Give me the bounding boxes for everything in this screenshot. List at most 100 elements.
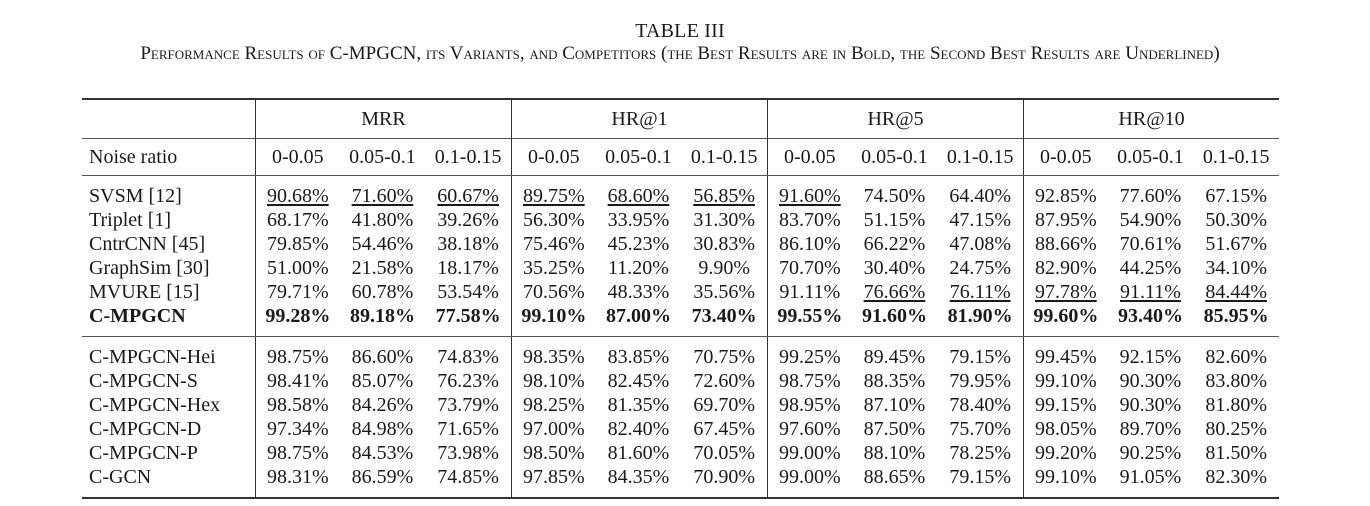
metric-value: 79.71% [266, 281, 329, 303]
metric-value-cell: 88.35% [852, 369, 938, 393]
metric-value: 82.60% [1205, 346, 1267, 368]
metric-value: 88.65% [863, 466, 926, 488]
metric-value-cell: 78.25% [937, 441, 1023, 465]
metric-value-cell: 99.25% [767, 336, 852, 369]
metric-value: 82.45% [607, 370, 670, 392]
metric-value: 83.85% [607, 346, 670, 368]
noise-ratio-label: Noise ratio [82, 138, 256, 176]
group-header-mrr: MRR [254, 99, 512, 139]
metric-value-cell: 67.15% [1193, 176, 1279, 209]
metric-value-cell: 84.53% [340, 441, 426, 465]
noise-ratio-header: 0.05-0.1 [339, 138, 426, 176]
metric-value: 89.70% [1119, 418, 1182, 440]
metric-value: 97.60% [779, 418, 841, 440]
metric-value-cell: 54.90% [1108, 208, 1194, 232]
table-row: C-GCN 98.31% 86.59% 74.85% 97.85% 84.35% 70.90… [82, 465, 1279, 498]
metric-value-cell: 9.90% [681, 256, 767, 280]
metric-value: 91.11% [1120, 281, 1181, 303]
metric-value-cell: 73.40% [681, 304, 768, 337]
metric-header-row: MRR HR@1 HR@5 HR@10 [82, 99, 1279, 139]
metric-value-cell: 54.46% [340, 232, 426, 256]
metric-value-cell: 70.56% [511, 280, 596, 304]
metric-value-cell: 70.70% [767, 256, 852, 280]
metric-value-cell: 53.54% [425, 280, 511, 304]
method-name: SVSM [12] [89, 185, 182, 207]
metric-value-cell: 99.00% [767, 465, 852, 498]
metric-value-cell: 74.83% [425, 337, 511, 370]
metric-value: 98.05% [1035, 418, 1097, 440]
metric-value: 97.78% [1035, 281, 1097, 303]
metric-value-cell: 98.35% [511, 336, 596, 369]
metric-value: 99.15% [1035, 394, 1097, 416]
metric-value-cell: 74.85% [425, 465, 511, 498]
metric-value-cell: 84.26% [340, 393, 426, 417]
metric-value: 53.54% [437, 281, 499, 303]
metric-value-cell: 18.17% [425, 256, 511, 280]
metric-value: 75.70% [949, 418, 1011, 440]
metric-value-cell: 97.78% [1023, 280, 1108, 304]
metric-value-cell: 91.60% [851, 304, 938, 337]
metric-value-cell: 81.60% [596, 441, 682, 465]
metric-value: 98.41% [266, 370, 329, 392]
table-row: C-MPGCN-S 98.41% 85.07% 76.23% 98.10% 82.45% 7… [82, 369, 1279, 393]
metric-value: 39.26% [437, 209, 499, 231]
metric-value-cell: 85.07% [340, 369, 426, 393]
metric-value: 71.60% [351, 185, 414, 207]
metric-value-cell: 99.15% [1023, 393, 1108, 417]
metric-value-cell: 83.80% [1193, 369, 1279, 393]
metric-value-cell: 82.30% [1193, 465, 1279, 498]
metric-value: 82.90% [1035, 257, 1097, 279]
metric-value-cell: 38.18% [425, 232, 511, 256]
metric-value: 24.75% [949, 257, 1011, 279]
metric-value-cell: 80.25% [1193, 417, 1279, 441]
metric-value-cell: 69.70% [681, 393, 767, 417]
metric-value-cell: 79.71% [254, 280, 340, 304]
group-header-hr1: HR@1 [511, 99, 768, 139]
metric-value-cell: 67.45% [681, 417, 767, 441]
metric-value-cell: 81.90% [937, 304, 1024, 337]
table-row: GraphSim [30] 51.00% 21.58% 18.17% 35.25% 11.… [82, 256, 1279, 280]
metric-value: 70.75% [693, 346, 755, 368]
metric-value: 91.60% [861, 305, 927, 327]
metric-value-cell: 33.95% [596, 208, 682, 232]
metric-value: 54.90% [1119, 209, 1182, 231]
metric-value: 51.15% [863, 209, 926, 231]
metric-value: 30.83% [693, 233, 755, 255]
metric-value: 91.11% [779, 281, 841, 303]
metric-value: 98.25% [522, 394, 585, 416]
metric-value-cell: 89.45% [852, 337, 938, 370]
metric-value: 33.95% [607, 209, 670, 231]
metric-value-cell: 88.66% [1023, 232, 1108, 256]
metric-value: 99.10% [1035, 466, 1097, 488]
metric-value: 90.68% [266, 185, 329, 207]
metric-value: 84.98% [351, 418, 414, 440]
metric-value: 92.85% [1035, 185, 1097, 207]
metric-value-cell: 31.30% [681, 208, 767, 232]
metric-value-cell: 70.90% [681, 465, 767, 498]
metric-value-cell: 87.95% [1023, 208, 1108, 232]
metric-value-cell: 11.20% [596, 256, 682, 280]
metric-value: 21.58% [351, 257, 414, 279]
metric-value-cell: 66.22% [852, 232, 938, 256]
metric-value-cell: 79.85% [254, 232, 340, 256]
metric-value: 68.60% [607, 185, 670, 207]
metric-value: 99.45% [1035, 346, 1097, 368]
metric-value: 87.50% [863, 418, 926, 440]
noise-ratio-header: 0-0.05 [254, 138, 340, 176]
metric-value: 79.15% [949, 466, 1011, 488]
metric-value-cell: 75.46% [511, 232, 596, 256]
metric-value-cell: 79.15% [937, 465, 1023, 498]
metric-value-cell: 85.95% [1193, 304, 1279, 337]
metric-value-cell: 60.78% [340, 280, 426, 304]
metric-value: 70.56% [522, 281, 585, 303]
metric-value-cell: 35.25% [511, 256, 596, 280]
metric-value: 51.67% [1205, 233, 1267, 255]
metric-value-cell: 84.98% [340, 417, 426, 441]
metric-value: 81.35% [607, 394, 670, 416]
metric-value: 44.25% [1119, 257, 1182, 279]
corner-cell [82, 99, 256, 139]
metric-value-cell: 97.60% [767, 417, 852, 441]
group-header-hr10: HR@10 [1023, 99, 1279, 139]
metric-value-cell: 98.58% [254, 393, 340, 417]
metric-value: 98.75% [779, 370, 841, 392]
